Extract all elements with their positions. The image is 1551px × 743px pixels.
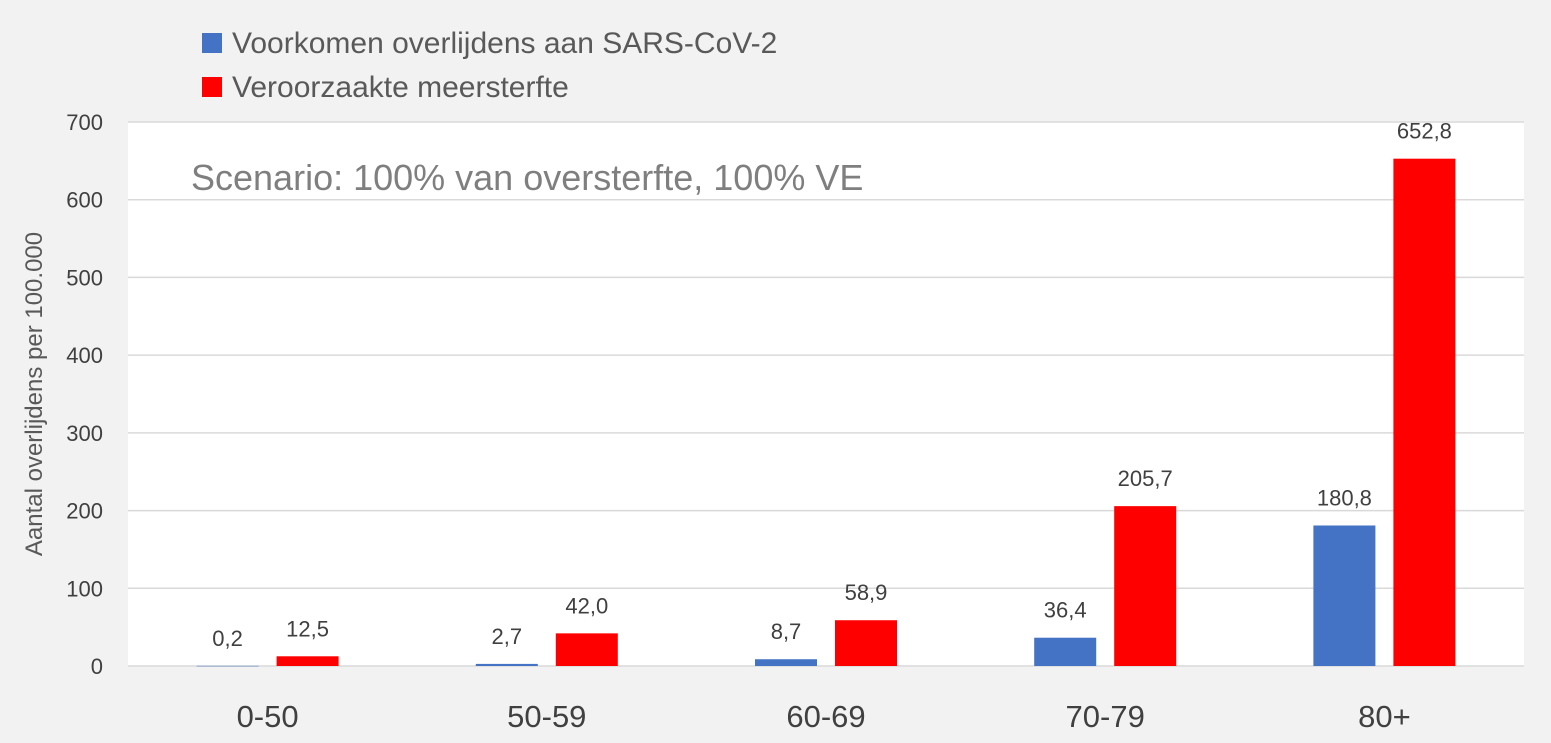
y-tick-label: 0 (91, 654, 103, 679)
bar-prevented-80+ (1313, 525, 1376, 666)
bar-prevented-60-69 (755, 659, 817, 666)
bar-prevented-50-59 (475, 663, 538, 666)
data-label: 205,7 (1118, 466, 1173, 491)
bar-excess-0-50 (276, 656, 339, 666)
plot-background (128, 122, 1524, 666)
y-tick-label: 500 (66, 265, 103, 290)
y-tick-label: 200 (66, 499, 103, 524)
legend: Voorkomen overlijdens aan SARS-CoV-2 Ver… (202, 27, 777, 104)
y-tick-label: 300 (66, 421, 103, 446)
x-category-label: 80+ (1358, 699, 1411, 734)
y-axis-ticks: 0 100 200 300 400 500 600 700 (66, 110, 103, 679)
legend-label-excess: Veroorzaakte meersterfte (232, 71, 569, 104)
legend-label-prevented: Voorkomen overlijdens aan SARS-CoV-2 (232, 27, 777, 60)
scenario-annotation: Scenario: 100% van oversterfte, 100% VE (191, 157, 863, 198)
data-label: 12,5 (286, 616, 329, 641)
gridlines (128, 121, 1524, 667)
legend-swatch-red (202, 77, 222, 97)
x-category-label: 70-79 (1066, 699, 1145, 734)
bar-excess-80+ (1393, 158, 1456, 666)
legend-swatch-blue (202, 33, 222, 53)
x-category-label: 0-50 (237, 699, 299, 734)
x-category-label: 50-59 (507, 699, 586, 734)
data-label: 36,4 (1044, 598, 1087, 623)
data-label: 2,7 (492, 624, 523, 649)
data-label: 652,8 (1397, 119, 1452, 144)
y-tick-label: 400 (66, 343, 103, 368)
data-label: 58,9 (845, 580, 888, 605)
data-label: 0,2 (212, 626, 243, 651)
data-label: 42,0 (565, 593, 608, 618)
bar-excess-50-59 (555, 633, 618, 666)
bar-prevented-0-50 (196, 665, 259, 667)
data-labels: 0,2 12,5 2,7 42,0 8,7 58,9 36,4 205,7 180,8 652,8 (212, 119, 1452, 651)
data-label: 180,8 (1317, 485, 1372, 510)
bar-prevented-70-79 (1034, 637, 1097, 666)
y-tick-label: 100 (66, 576, 103, 601)
x-axis-categories: 0-50 50-59 60-69 70-79 80+ (237, 699, 1411, 734)
data-label: 8,7 (771, 619, 802, 644)
bar-excess-60-69 (835, 620, 897, 666)
y-tick-label: 600 (66, 188, 103, 213)
bar-excess-70-79 (1114, 506, 1177, 666)
bars (196, 158, 1456, 667)
y-tick-label: 700 (66, 110, 103, 135)
y-axis-title: Aantal overlijdens per 100.000 (21, 232, 48, 556)
x-category-label: 60-69 (786, 699, 865, 734)
